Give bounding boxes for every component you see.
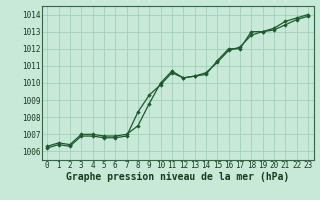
X-axis label: Graphe pression niveau de la mer (hPa): Graphe pression niveau de la mer (hPa): [66, 172, 289, 182]
